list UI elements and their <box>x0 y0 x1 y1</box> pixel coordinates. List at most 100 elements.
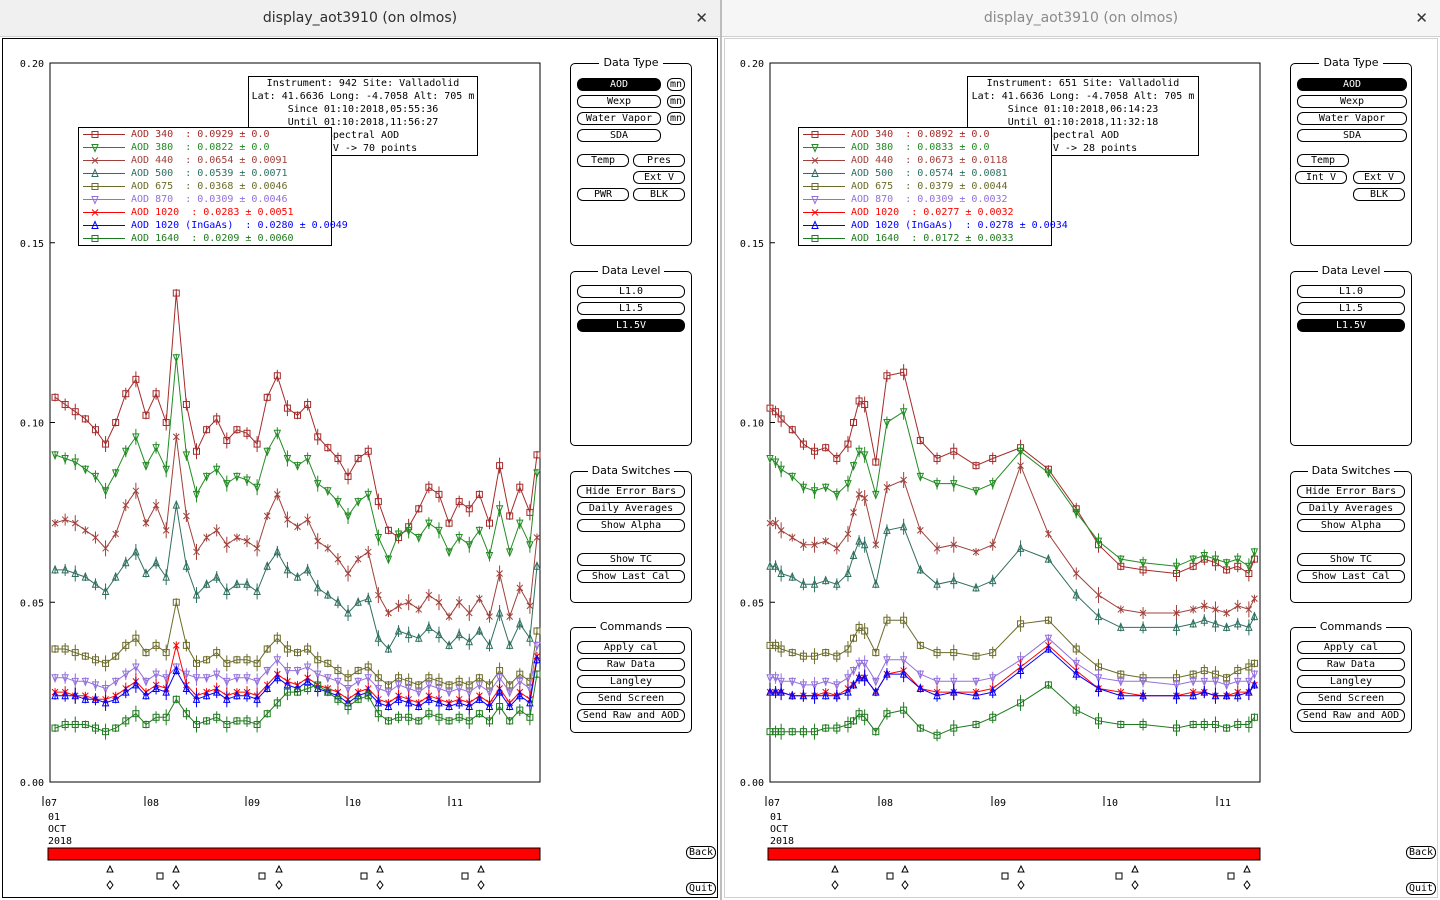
mn-button[interactable]: mn <box>667 112 685 125</box>
data-point <box>822 444 830 452</box>
data-point <box>506 717 514 725</box>
l1-5-button[interactable]: L1.5 <box>1297 302 1405 315</box>
back-button[interactable]: Back <box>686 846 716 859</box>
data-point <box>766 454 774 464</box>
show-alpha-button[interactable]: Show Alpha <box>577 519 685 532</box>
window-title-bar[interactable]: display_aot3910 (on olmos) ✕ <box>722 0 1440 37</box>
mn-button[interactable]: mn <box>667 95 685 108</box>
quit-button[interactable]: Quit <box>686 882 716 895</box>
legend-entry: AOD 1640 : 0.0209 ± 0.0060 <box>79 232 331 245</box>
quit-button[interactable]: Quit <box>1406 882 1436 895</box>
close-icon[interactable]: ✕ <box>1415 9 1428 27</box>
data-point <box>364 674 373 684</box>
legend-series-stat: : 0.0368 ± 0.0046 <box>173 181 288 192</box>
send-screen-button[interactable]: Send Screen <box>577 692 685 705</box>
blk-button[interactable]: BLK <box>1353 188 1405 201</box>
data-point <box>102 544 109 552</box>
data-point <box>855 672 863 682</box>
data-point <box>777 415 785 423</box>
raw-data-button[interactable]: Raw Data <box>1297 658 1405 671</box>
data-point <box>152 390 160 398</box>
window-title-bar[interactable]: display_aot3910 (on olmos) ✕ <box>0 0 720 37</box>
data-point <box>303 663 312 673</box>
l1-5-button[interactable]: L1.5 <box>577 302 685 315</box>
ext-v-button[interactable]: Ext V <box>1353 171 1405 184</box>
data-point <box>949 575 958 585</box>
l1-0-button[interactable]: L1.0 <box>577 285 685 298</box>
data-point <box>81 694 90 703</box>
daily-averages-button[interactable]: Daily Averages <box>577 502 685 515</box>
langley-button[interactable]: Langley <box>577 675 685 688</box>
wexp-button[interactable]: Wexp <box>1297 95 1407 108</box>
close-icon[interactable]: ✕ <box>695 9 708 27</box>
aod-button[interactable]: AOD <box>577 78 661 91</box>
show-tc-button[interactable]: Show TC <box>577 553 685 566</box>
show-last-cal-button[interactable]: Show Last Cal <box>1297 570 1405 583</box>
send-raw-and-aod-button[interactable]: Send Raw and AOD <box>577 709 685 722</box>
ext-v-button[interactable]: Ext V <box>633 171 685 184</box>
show-last-cal-button[interactable]: Show Last Cal <box>577 570 685 583</box>
wexp-button[interactable]: Wexp <box>577 95 661 108</box>
daily-averages-button[interactable]: Daily Averages <box>1297 502 1405 515</box>
water-vapor-button[interactable]: Water Vapor <box>1297 112 1407 125</box>
timeline-marker <box>172 864 180 890</box>
pwr-button[interactable]: PWR <box>577 188 629 201</box>
data-point <box>533 654 541 664</box>
data-point <box>445 717 453 725</box>
hide-error-bars-button[interactable]: Hide Error Bars <box>1297 485 1405 498</box>
apply-cal-button[interactable]: Apply cal <box>1297 641 1405 654</box>
legend-entry: AOD 870 : 0.0309 ± 0.0046 <box>79 193 331 206</box>
pres-button[interactable]: Pres <box>633 154 685 167</box>
data-point <box>1172 681 1181 691</box>
raw-data-button[interactable]: Raw Data <box>577 658 685 671</box>
send-screen-button[interactable]: Send Screen <box>1297 692 1405 705</box>
apply-cal-button[interactable]: Apply cal <box>577 641 685 654</box>
temp-button[interactable]: Temp <box>1297 154 1349 167</box>
series-aod-1020-ingaas <box>51 654 541 715</box>
data-point <box>61 564 69 574</box>
series-line <box>769 410 1255 568</box>
back-button[interactable]: Back <box>1406 846 1436 859</box>
legend-swatch <box>83 220 125 229</box>
data-point <box>263 393 271 401</box>
int-v-button[interactable]: Int V <box>1295 171 1347 184</box>
data-point <box>61 401 69 409</box>
data-point <box>899 521 908 531</box>
show-tc-button[interactable]: Show TC <box>1297 553 1405 566</box>
data-point <box>405 713 413 721</box>
data-point <box>496 703 504 711</box>
send-raw-and-aod-button[interactable]: Send Raw and AOD <box>1297 709 1405 722</box>
info-line: Until 01:10:2018,11:32:18 <box>1007 117 1159 128</box>
l1-0-button[interactable]: L1.0 <box>1297 285 1405 298</box>
series-line <box>770 464 1255 614</box>
data-point <box>172 695 180 703</box>
data-point <box>872 677 880 687</box>
data-point <box>354 667 362 675</box>
info-line: Until 01:10:2018,11:56:27 <box>287 117 439 128</box>
data-point <box>810 579 819 588</box>
data-point <box>916 641 924 649</box>
hide-error-bars-button[interactable]: Hide Error Bars <box>577 485 685 498</box>
timeline-marker <box>156 872 164 880</box>
show-alpha-button[interactable]: Show Alpha <box>1297 519 1405 532</box>
aod-button[interactable]: AOD <box>1297 78 1407 91</box>
panel-title-text: Data Type <box>1319 56 1383 69</box>
data-point <box>516 584 524 592</box>
data-point <box>91 157 99 164</box>
data-point <box>949 677 958 687</box>
data-point <box>1212 606 1219 613</box>
water-vapor-button[interactable]: Water Vapor <box>577 112 661 125</box>
data-point <box>81 720 89 728</box>
sda-button[interactable]: SDA <box>577 129 661 142</box>
marker-triangle <box>376 864 384 873</box>
data-point <box>1189 618 1197 628</box>
langley-button[interactable]: Langley <box>1297 675 1405 688</box>
data-point <box>324 444 332 452</box>
temp-button[interactable]: Temp <box>577 154 629 167</box>
blk-button[interactable]: BLK <box>633 188 685 201</box>
mn-button[interactable]: mn <box>667 78 685 91</box>
sda-button[interactable]: SDA <box>1297 129 1407 142</box>
l1-5v-button[interactable]: L1.5V <box>1297 319 1405 332</box>
l1-5v-button[interactable]: L1.5V <box>577 319 685 332</box>
legend-swatch <box>803 144 845 153</box>
